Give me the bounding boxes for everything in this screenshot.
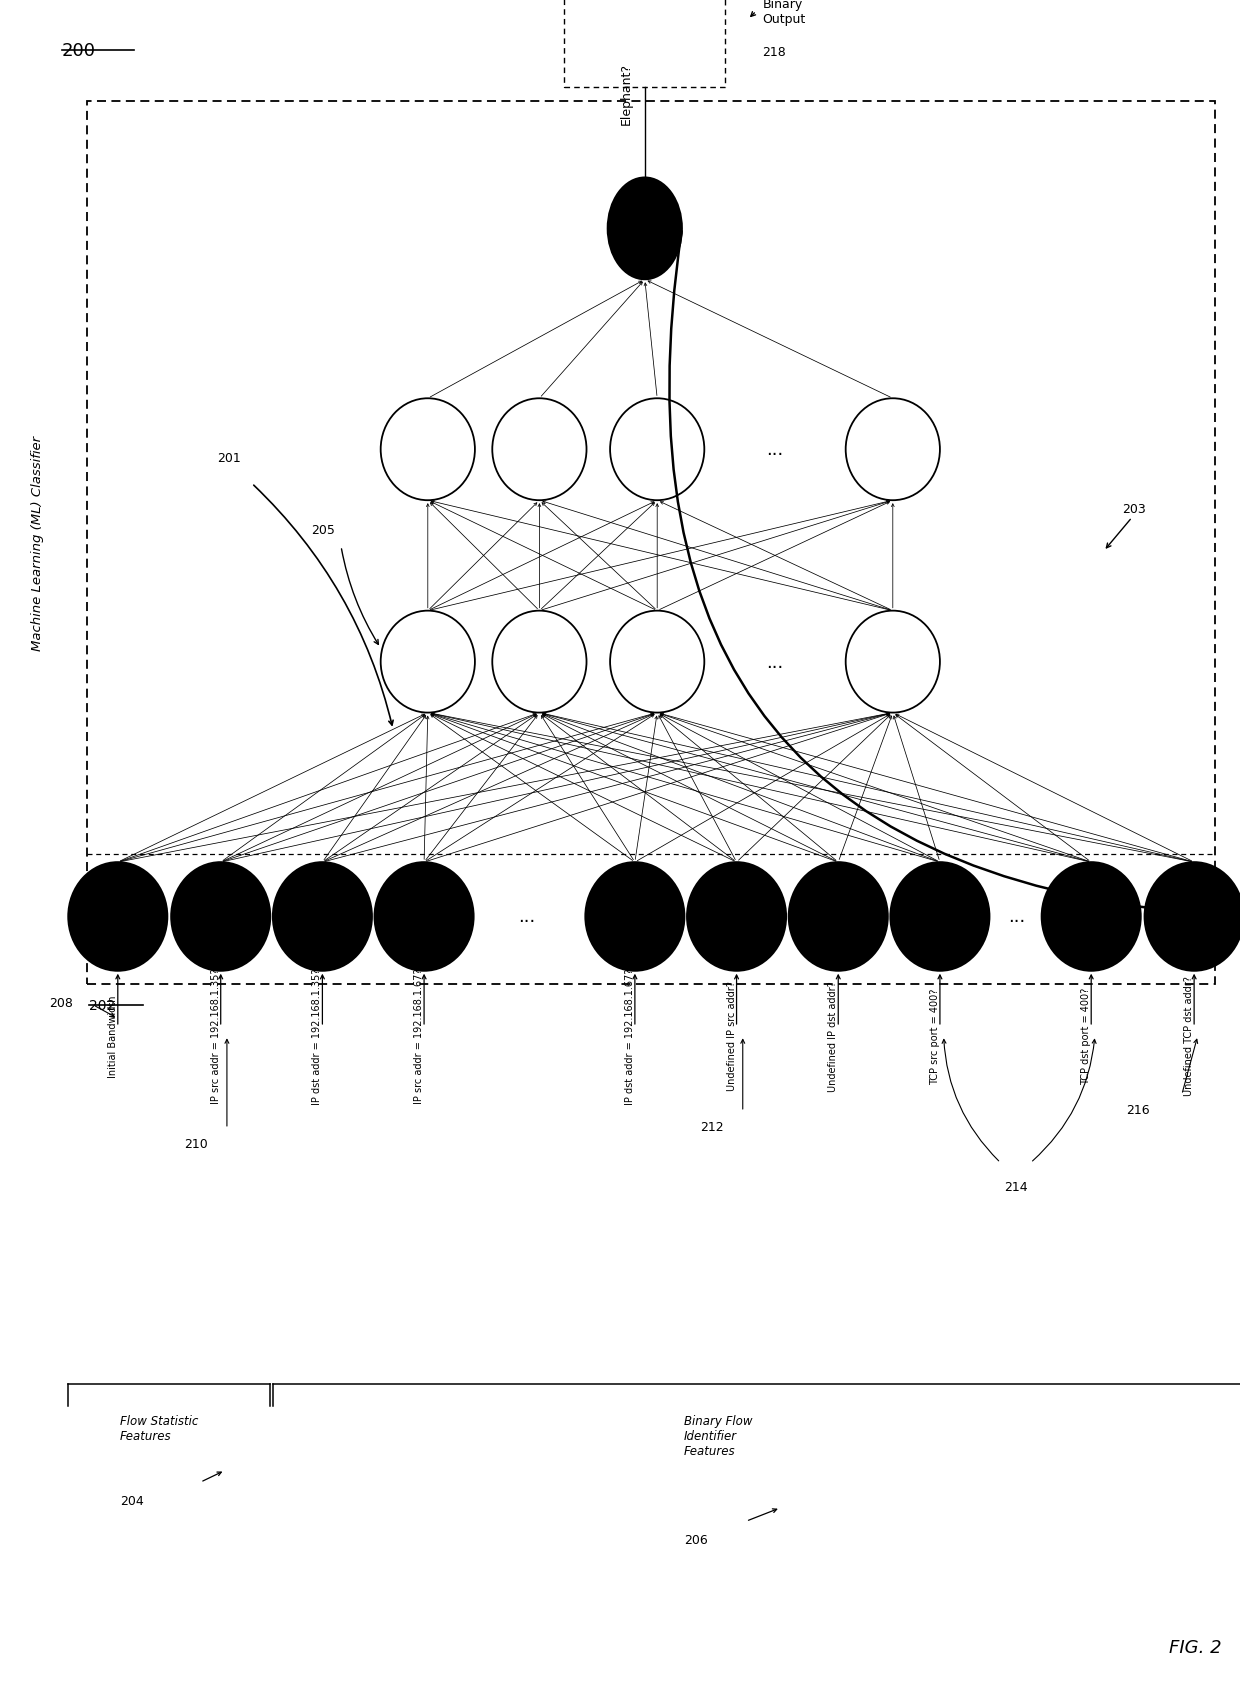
Ellipse shape xyxy=(492,611,587,713)
Text: 202: 202 xyxy=(89,998,115,1012)
Ellipse shape xyxy=(846,611,940,713)
Text: 214: 214 xyxy=(1003,1180,1028,1194)
Ellipse shape xyxy=(1145,863,1240,971)
Text: 208: 208 xyxy=(50,997,73,1010)
Text: IP src addr = 192.168.1.35?: IP src addr = 192.168.1.35? xyxy=(211,968,221,1104)
Text: Flow Statistic
Features: Flow Statistic Features xyxy=(119,1414,198,1442)
Text: 200: 200 xyxy=(62,42,95,61)
Text: 203: 203 xyxy=(1122,503,1146,516)
Ellipse shape xyxy=(171,863,270,971)
Text: Undefined IP dst addr?: Undefined IP dst addr? xyxy=(828,980,838,1092)
Text: IP src addr = 192.168.1.67?: IP src addr = 192.168.1.67? xyxy=(414,968,424,1104)
Text: IP dst addr = 192.168.1.67?: IP dst addr = 192.168.1.67? xyxy=(625,968,635,1104)
Ellipse shape xyxy=(610,611,704,713)
Ellipse shape xyxy=(1042,863,1141,971)
Ellipse shape xyxy=(608,178,682,280)
Text: ...: ... xyxy=(1008,908,1025,925)
Ellipse shape xyxy=(68,863,167,971)
Text: Undefined TCP dst addr?: Undefined TCP dst addr? xyxy=(1184,976,1194,1095)
Text: IP dst addr = 192.168.1.35?: IP dst addr = 192.168.1.35? xyxy=(312,968,322,1104)
Ellipse shape xyxy=(687,863,786,971)
Ellipse shape xyxy=(374,863,474,971)
Ellipse shape xyxy=(492,399,587,501)
Text: Binary
Output: Binary Output xyxy=(763,0,806,25)
Text: Machine Learning (ML) Classifier: Machine Learning (ML) Classifier xyxy=(31,436,43,650)
Ellipse shape xyxy=(273,863,372,971)
Text: 212: 212 xyxy=(699,1121,724,1134)
Text: 206: 206 xyxy=(683,1533,708,1547)
Ellipse shape xyxy=(610,399,704,501)
Text: 216: 216 xyxy=(1126,1104,1151,1117)
Text: ...: ... xyxy=(518,908,536,925)
Text: ...: ... xyxy=(766,441,784,458)
Text: ...: ... xyxy=(766,654,784,671)
Text: TCP dst port = 400?: TCP dst port = 400? xyxy=(1081,987,1091,1085)
Ellipse shape xyxy=(381,399,475,501)
Text: FIG. 2: FIG. 2 xyxy=(1169,1637,1221,1656)
Ellipse shape xyxy=(789,863,888,971)
Ellipse shape xyxy=(890,863,990,971)
Ellipse shape xyxy=(585,863,684,971)
Text: 218: 218 xyxy=(763,46,786,59)
Text: Elephant?: Elephant? xyxy=(620,63,632,126)
Text: Binary Flow
Identifier
Features: Binary Flow Identifier Features xyxy=(683,1414,753,1457)
Text: 205: 205 xyxy=(311,523,335,537)
Text: 201: 201 xyxy=(217,452,241,465)
Text: 210: 210 xyxy=(184,1138,208,1151)
Ellipse shape xyxy=(381,611,475,713)
Ellipse shape xyxy=(846,399,940,501)
Text: Undefined IP src addr?: Undefined IP src addr? xyxy=(727,981,737,1090)
Text: 204: 204 xyxy=(119,1494,144,1508)
Text: Initial Bandwidth: Initial Bandwidth xyxy=(108,995,118,1077)
Text: TCP src port = 400?: TCP src port = 400? xyxy=(930,988,940,1083)
